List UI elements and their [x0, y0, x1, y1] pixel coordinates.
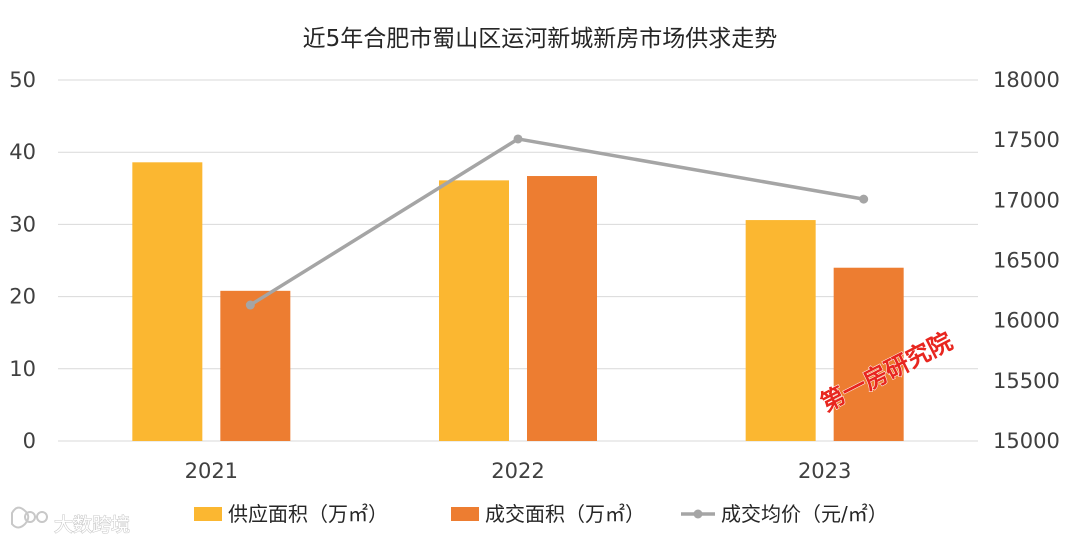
- price-line: [245, 134, 869, 310]
- bar-supply-2021: [132, 162, 203, 442]
- price-point-2021: [245, 300, 255, 310]
- grid: [58, 79, 978, 442]
- bar-supply-2022: [439, 180, 509, 441]
- x-tick-label: 2022: [491, 459, 544, 483]
- legend-label-0: 供应面积（万㎡）: [228, 502, 388, 526]
- right-tick-label: 16000: [993, 309, 1060, 333]
- right-tick-label: 17500: [993, 128, 1060, 152]
- left-tick-label: 40: [9, 140, 36, 164]
- legend-label-2: 成交均价（元/㎡）: [721, 502, 888, 526]
- price-point-2022: [513, 134, 523, 144]
- right-tick-label: 17000: [993, 188, 1060, 212]
- left-tick-label: 10: [9, 357, 36, 381]
- right-tick-label: 15500: [993, 369, 1060, 393]
- x-axis-ticks: 2021 2022 2023: [185, 459, 852, 483]
- bar-sold-2023: [833, 267, 904, 441]
- legend-label-1: 成交面积（万㎡）: [485, 502, 645, 526]
- left-tick-label: 0: [23, 429, 36, 453]
- right-tick-label: 15000: [993, 429, 1060, 453]
- price-point-2023: [859, 194, 869, 204]
- bar-sold-2022: [527, 176, 597, 441]
- right-axis-ticks: 15000 15500 16000 16500 17000 17500 18000: [993, 68, 1060, 453]
- brand-text: 大数跨境: [54, 514, 130, 536]
- right-tick-label: 18000: [993, 68, 1060, 92]
- bar-sold-2021: [220, 290, 291, 441]
- x-tick-label: 2021: [185, 459, 238, 483]
- left-tick-label: 30: [9, 212, 36, 236]
- left-axis-ticks: 0 10 20 30 40 50: [9, 68, 36, 453]
- left-tick-label: 50: [9, 68, 36, 92]
- legend-swatch-0: [194, 507, 222, 521]
- bars: [132, 162, 904, 442]
- legend-marker-2: [693, 509, 703, 519]
- chart-title: 近5年合肥市蜀山区运河新城新房市场供求走势: [303, 26, 778, 52]
- bar-supply-2023: [745, 220, 816, 441]
- x-tick-label: 2023: [798, 459, 851, 483]
- legend: 供应面积（万㎡） 成交面积（万㎡） 成交均价（元/㎡）: [194, 502, 888, 526]
- brand-logo-icon: [11, 506, 48, 529]
- legend-swatch-1: [451, 507, 479, 521]
- right-tick-label: 16500: [993, 249, 1060, 273]
- left-tick-label: 20: [9, 285, 36, 309]
